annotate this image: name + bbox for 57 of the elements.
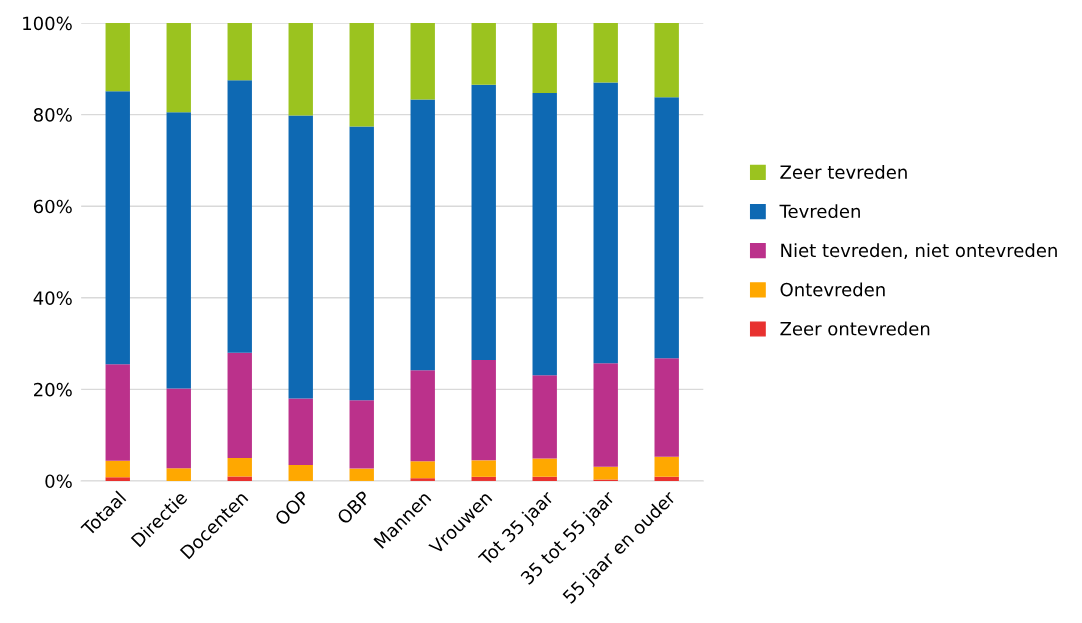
bar — [410, 23, 435, 100]
bar — [654, 358, 679, 457]
bar — [349, 400, 374, 469]
y-tick-label: 100% — [23, 16, 72, 31]
bar — [654, 456, 679, 477]
legend-label: Ontevreden — [780, 282, 885, 297]
bar — [410, 461, 435, 479]
y-tick-label: 80% — [33, 108, 72, 122]
bar — [166, 388, 191, 469]
bar — [593, 82, 618, 364]
bar — [288, 115, 313, 399]
bar — [410, 99, 435, 371]
bar — [471, 84, 496, 361]
bar — [105, 364, 130, 461]
bar — [532, 93, 557, 376]
bar — [471, 360, 496, 461]
bar — [227, 352, 252, 459]
y-tick-label: 60% — [33, 199, 72, 214]
bar — [410, 370, 435, 462]
legend-label: Niet tevreden, niet ontevreden — [781, 243, 1057, 260]
bar — [227, 80, 252, 353]
bar — [654, 476, 679, 481]
bar — [227, 23, 252, 81]
bar — [166, 23, 191, 113]
bar — [471, 23, 496, 85]
bar — [105, 460, 130, 478]
bar — [288, 398, 313, 465]
legend-label: Tevreden — [779, 204, 860, 219]
bar — [654, 23, 679, 98]
y-tick-label: 40% — [33, 291, 72, 305]
bar — [288, 23, 313, 116]
bar — [166, 112, 191, 389]
bar — [349, 126, 374, 401]
bar — [410, 478, 435, 481]
bar — [471, 460, 496, 477]
bar — [288, 464, 313, 481]
bar — [532, 375, 557, 459]
legend-label: Zeer ontevreden — [780, 321, 930, 336]
bar — [532, 476, 557, 481]
legend-label: Zeer tevreden — [780, 164, 907, 179]
bar — [227, 458, 252, 477]
bar — [593, 363, 618, 467]
y-tick-label: 0% — [45, 474, 72, 489]
bar — [593, 23, 618, 83]
bar — [105, 23, 130, 92]
bar — [105, 477, 130, 481]
bar — [532, 23, 557, 94]
bar — [532, 458, 557, 477]
bar — [349, 468, 374, 481]
bar — [349, 23, 374, 127]
bar — [471, 476, 496, 481]
bar — [105, 91, 130, 365]
bar — [654, 97, 679, 359]
bar — [227, 476, 252, 481]
y-tick-label: 20% — [34, 382, 72, 397]
bar — [166, 468, 191, 481]
bar — [593, 466, 618, 480]
